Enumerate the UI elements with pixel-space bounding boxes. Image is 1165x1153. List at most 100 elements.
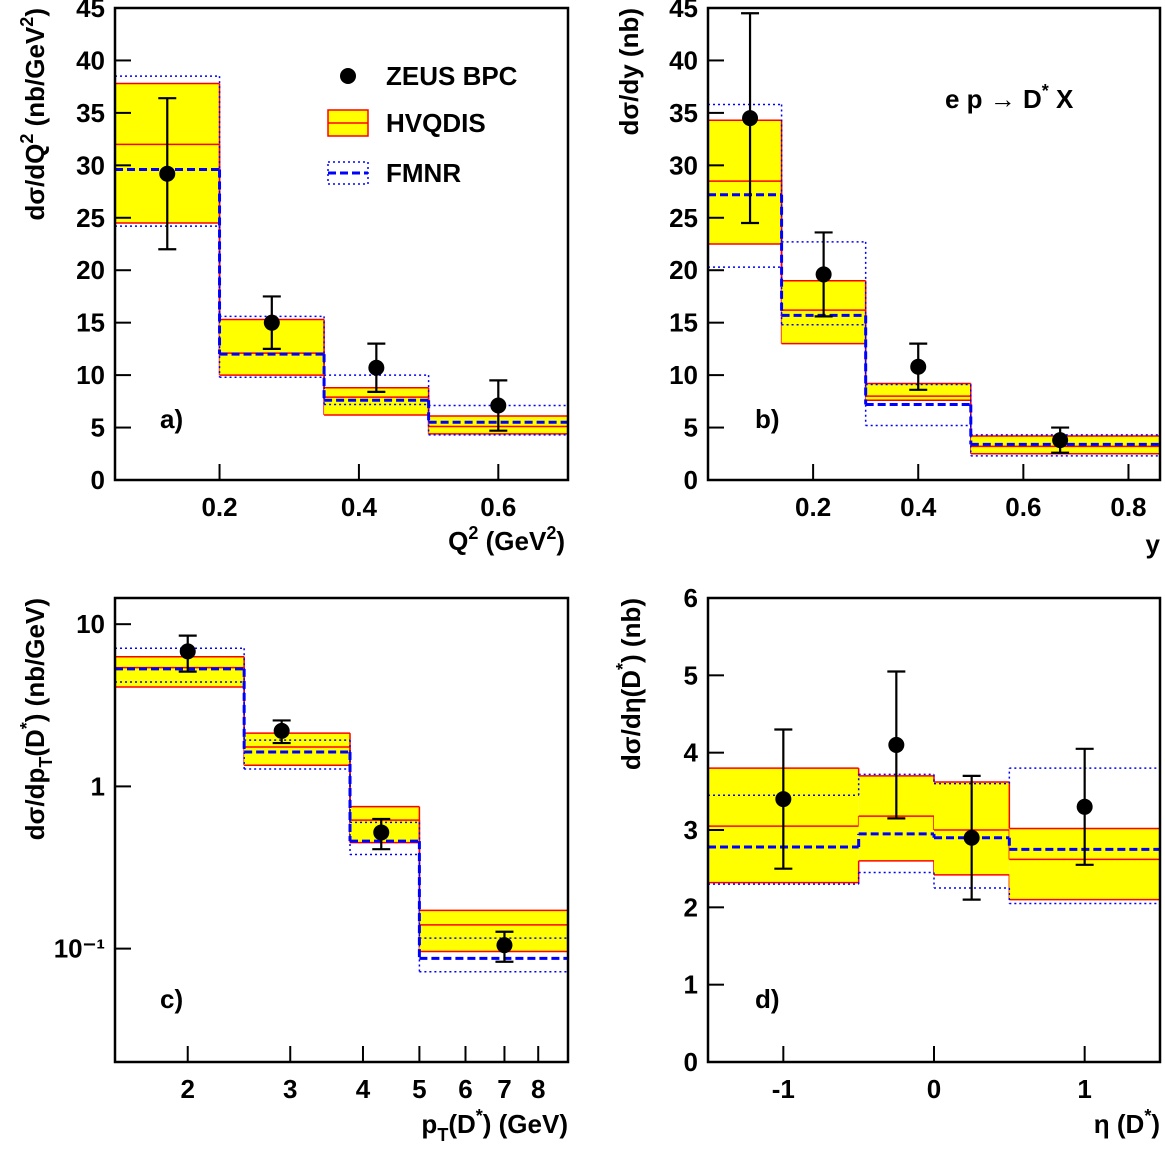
x-axis-label: η (D*): [1094, 1106, 1160, 1139]
y-axis-label-part: (nb/GeV: [20, 26, 50, 134]
x-tick-label: 0: [927, 1074, 941, 1104]
data-point: [159, 165, 176, 182]
y-tick-label: 1: [684, 970, 698, 1000]
x-tick-label: 0.4: [341, 492, 378, 522]
x-tick-label: 2: [180, 1074, 194, 1104]
x-axis-label: Q2 (GeV2): [448, 523, 565, 556]
y-tick-label: 0: [684, 1047, 698, 1077]
y-tick-label: 10: [76, 360, 105, 390]
x-tick-label: 1: [1077, 1074, 1091, 1104]
x-axis-label-part: y: [1146, 529, 1161, 559]
data-point: [815, 266, 832, 283]
y-tick-label: 25: [669, 203, 698, 233]
x-axis-label-part: *: [1144, 1106, 1151, 1126]
x-axis-label-part: ): [1151, 1109, 1160, 1139]
x-axis-label-part: η (D: [1094, 1109, 1145, 1139]
y-tick-label: 45: [669, 0, 698, 23]
x-tick-label: 0.6: [480, 492, 516, 522]
x-axis-label-part: (GeV: [478, 526, 547, 556]
y-tick-label: 15: [76, 308, 105, 338]
panel-label: a): [160, 404, 183, 434]
y-tick-label: 0: [91, 465, 105, 495]
y-axis-label-part: T: [36, 757, 56, 768]
y-axis-label-part: ) (nb): [616, 598, 646, 663]
x-axis-label-part: p: [421, 1109, 437, 1139]
annotation: e p → D* X: [945, 81, 1074, 114]
annotation-part: X: [1049, 84, 1074, 114]
band-fill: [708, 120, 782, 244]
data-point: [910, 358, 927, 375]
data-point: [179, 643, 196, 660]
x-axis-label: y: [1146, 529, 1161, 559]
data-point: [368, 359, 385, 376]
plot-frame: [706, 6, 1162, 482]
x-axis-label-part: ): [556, 526, 565, 556]
y-tick-label: 0: [684, 465, 698, 495]
data-point: [963, 829, 980, 846]
legend-marker: [340, 68, 356, 84]
x-axis-label-part: 2: [468, 523, 478, 543]
y-tick-label: 5: [684, 413, 698, 443]
y-tick-label: 10: [669, 360, 698, 390]
data-point: [888, 736, 905, 753]
y-axis-label: dσ/dη(D*) (nb): [613, 598, 646, 770]
y-axis-label-part: ) (nb/GeV): [20, 598, 50, 722]
legend-label: HVQDIS: [386, 108, 486, 138]
y-tick-label: 40: [669, 45, 698, 75]
y-axis-label-part: dσ/dp: [20, 768, 50, 841]
y-axis-label-part: *: [17, 722, 37, 729]
x-tick-label: 7: [497, 1074, 511, 1104]
y-tick-label: 35: [669, 98, 698, 128]
y-tick-label: 40: [76, 45, 105, 75]
data-point: [742, 110, 759, 127]
x-tick-label: 3: [283, 1074, 297, 1104]
x-tick-label: 5: [412, 1074, 426, 1104]
y-axis-label: dσ/dpT(D*) (nb/GeV): [17, 598, 56, 840]
y-axis-label: dσ/dQ2 (nb/GeV2): [17, 8, 50, 221]
y-axis-label-part: *: [613, 663, 633, 670]
x-axis-label-part: T: [437, 1125, 448, 1145]
x-tick-label: 0.2: [201, 492, 237, 522]
x-axis-label: pT(D*) (GeV): [421, 1106, 568, 1145]
legend-label: FMNR: [386, 158, 461, 188]
y-tick-label: 10⁻¹: [54, 934, 105, 964]
x-tick-label: 6: [458, 1074, 472, 1104]
y-tick-label: 15: [669, 308, 698, 338]
data-point: [496, 937, 513, 954]
legend-label: ZEUS BPC: [386, 61, 518, 91]
plot-frame: [113, 6, 570, 482]
y-tick-label: 5: [91, 413, 105, 443]
y-axis-label-part: 2: [17, 134, 37, 144]
band-fill: [419, 910, 568, 952]
y-tick-label: 35: [76, 98, 105, 128]
x-tick-label: 8: [531, 1074, 545, 1104]
y-axis-label-part: 2: [17, 17, 37, 27]
x-axis-label-part: (D: [448, 1109, 475, 1139]
y-axis-label-part: dσ/dQ: [20, 144, 50, 221]
y-tick-label: 1: [91, 771, 105, 801]
plot-frame: [113, 596, 570, 1064]
y-tick-label: 10: [76, 609, 105, 639]
y-tick-label: 30: [76, 150, 105, 180]
y-tick-label: 30: [669, 150, 698, 180]
x-axis-label-part: Q: [448, 526, 468, 556]
y-tick-label: 4: [684, 738, 699, 768]
data-point: [775, 791, 792, 808]
y-axis-label: dσ/dy (nb): [614, 8, 644, 136]
data-point: [1076, 798, 1093, 815]
y-tick-label: 45: [76, 0, 105, 23]
panel-label: b): [755, 404, 780, 434]
x-tick-label: 0.2: [795, 492, 831, 522]
x-axis-label-part: ) (GeV): [483, 1109, 568, 1139]
data-point: [490, 397, 507, 414]
y-axis-label-part: dσ/dη(D: [616, 670, 646, 770]
y-tick-label: 6: [684, 583, 698, 613]
x-axis-label-part: 2: [546, 523, 556, 543]
y-axis-label-part: ): [20, 8, 50, 17]
x-tick-label: -1: [772, 1074, 795, 1104]
x-tick-label: 0.4: [900, 492, 937, 522]
y-axis-label-part: dσ/dy (nb): [614, 8, 644, 136]
y-tick-label: 20: [76, 255, 105, 285]
